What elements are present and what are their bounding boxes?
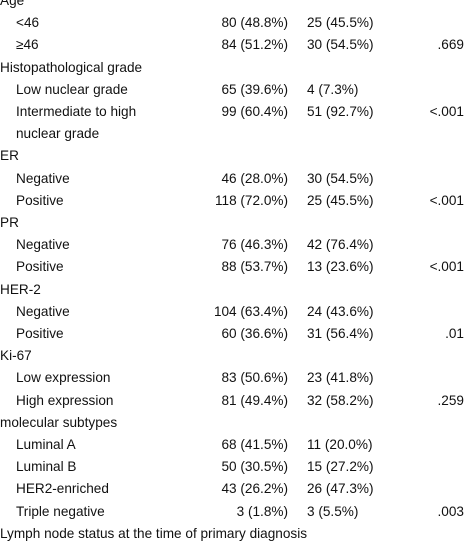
group2-value: 42 (76.4%) (307, 237, 374, 253)
table-row: Triple negative 3 (1.8%) 3 (5.5%) .003 (0, 501, 474, 523)
group1-value: 118 (72.0%) (214, 192, 288, 208)
group1-value: 60 (36.6%) (221, 326, 289, 341)
table-row: Positive 60 (36.6%) 31 (56.4%) .01 (0, 323, 474, 345)
group2-value: 11 (20.0%) (307, 437, 373, 452)
row-label: Low expression (16, 370, 111, 386)
group2-value: 26 (47.3%) (307, 481, 374, 497)
group-header: PR (0, 215, 19, 230)
table-row: Low expression 83 (50.6%) 23 (41.8%) (0, 367, 474, 389)
row-label: Positive (16, 192, 64, 208)
group-header: Age (0, 0, 25, 8)
group2-value: 30 (54.5%) (307, 170, 374, 186)
row-label: Negative (16, 303, 70, 319)
group1-value: 99 (60.4%) (221, 104, 289, 119)
table-row: Positive 118 (72.0%) 25 (45.5%) <.001 (0, 190, 474, 212)
group2-value: 3 (5.5%) (307, 503, 359, 519)
group-header: molecular subtypes (0, 414, 118, 430)
table-row: Negative 46 (28.0%) 30 (54.5%) (0, 168, 474, 190)
group2-value: 32 (58.2%) (307, 392, 374, 408)
group-header-row: Ki-67 (0, 345, 474, 367)
group-header: Lymph node status at the time of primary… (0, 525, 308, 541)
row-label: Triple negative (16, 503, 105, 519)
row-label: <46 (16, 15, 40, 31)
group-header-row: ER (0, 145, 474, 167)
p-value: <.001 (429, 104, 464, 119)
group1-value: 68 (41.5%) (221, 437, 289, 452)
group-header-row: Lymph node status at the time of primary… (0, 523, 474, 545)
group2-value: 25 (45.5%) (307, 192, 374, 208)
table-row: Positive 88 (53.7%) 13 (23.6%) <.001 (0, 256, 474, 278)
row-label: Positive (16, 326, 64, 341)
group-header-row: Age (0, 0, 474, 12)
group-header: Histopathological grade (0, 59, 143, 75)
p-value: <.001 (429, 259, 464, 275)
row-label-continuation: nuclear grade (16, 126, 100, 142)
row-label: Intermediate to high (16, 104, 137, 119)
group-header-row: HER-2 (0, 279, 474, 301)
table-row: Negative 76 (46.3%) 42 (76.4%) (0, 234, 474, 256)
row-label: Luminal B (16, 459, 77, 475)
group-header: Ki-67 (0, 348, 32, 364)
label-continuation-row: nuclear grade (0, 123, 474, 145)
group-header: ER (0, 148, 19, 164)
table-row: High expression 81 (49.4%) 32 (58.2%) .259 (0, 390, 474, 412)
group1-value: 43 (26.2%) (221, 481, 289, 497)
group2-value: 51 (92.7%) (307, 104, 374, 119)
group1-value: 104 (63.4%) (213, 303, 288, 319)
p-value: .01 (445, 326, 464, 341)
group2-value: 23 (41.8%) (307, 370, 374, 386)
group-header: HER-2 (0, 281, 41, 297)
group1-value: 84 (51.2%) (221, 37, 289, 53)
p-value: .003 (437, 503, 464, 519)
group2-value: 30 (54.5%) (307, 37, 374, 53)
row-label: Negative (16, 237, 70, 253)
group2-value: 24 (43.6%) (307, 303, 374, 319)
group1-value: 46 (28.0%) (221, 170, 289, 186)
table-row: <46 80 (48.8%) 25 (45.5%) (0, 12, 474, 34)
row-label: Luminal A (16, 437, 76, 452)
p-value: .669 (437, 37, 464, 53)
group-header-row: PR (0, 212, 474, 234)
table-row: HER2-enriched 43 (26.2%) 26 (47.3%) (0, 478, 474, 500)
row-label: Negative (16, 170, 70, 186)
group-header-row: Histopathological grade (0, 57, 474, 79)
group1-value: 3 (1.8%) (236, 503, 288, 519)
group1-value: 83 (50.6%) (221, 370, 289, 386)
row-label: HER2-enriched (16, 481, 109, 497)
group1-value: 88 (53.7%) (221, 259, 289, 275)
group1-value: 65 (39.6%) (221, 81, 289, 97)
p-value: .259 (437, 392, 464, 408)
group2-value: 4 (7.3%) (307, 81, 359, 97)
group1-value: 80 (48.8%) (221, 15, 289, 31)
group1-value: 50 (30.5%) (221, 459, 289, 475)
group1-value: 81 (49.4%) (221, 392, 289, 408)
group2-value: 31 (56.4%) (307, 326, 374, 341)
table-row: Luminal B 50 (30.5%) 15 (27.2%) (0, 456, 474, 478)
table-row: ≥46 84 (51.2%) 30 (54.5%) .669 (0, 34, 474, 56)
row-label: Low nuclear grade (16, 81, 128, 97)
table-row: Low nuclear grade 65 (39.6%) 4 (7.3%) (0, 79, 474, 101)
row-label: ≥46 (16, 37, 39, 53)
table-row: Luminal A 68 (41.5%) 11 (20.0%) (0, 434, 474, 456)
group2-value: 13 (23.6%) (307, 259, 374, 275)
group2-value: 15 (27.2%) (307, 459, 374, 475)
p-value: <.001 (429, 192, 464, 208)
table-row: Negative 104 (63.4%) 24 (43.6%) (0, 301, 474, 323)
row-label: High expression (16, 392, 114, 408)
table-row: Intermediate to high 99 (60.4%) 51 (92.7%)… (0, 101, 474, 123)
row-label: Positive (16, 259, 64, 275)
group-header-row: molecular subtypes (0, 412, 474, 434)
group1-value: 76 (46.3%) (221, 237, 289, 253)
group2-value: 25 (45.5%) (307, 15, 374, 31)
